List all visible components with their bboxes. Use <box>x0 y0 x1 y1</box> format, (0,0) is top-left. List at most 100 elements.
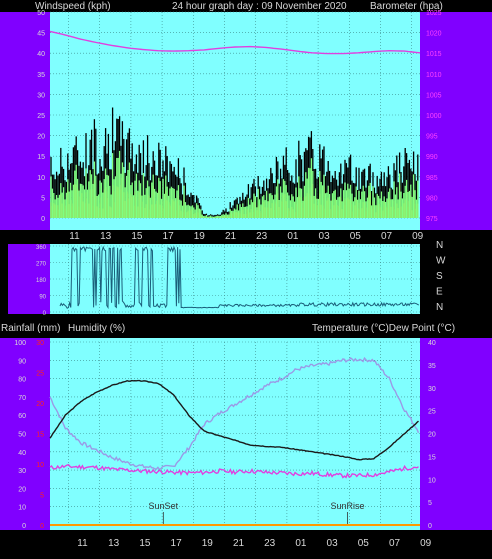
barometer-tick: 985 <box>426 175 438 182</box>
rainfall-tick: 25 <box>36 371 44 378</box>
temperature-tick: 10 <box>428 477 436 484</box>
direction-degree-axis: 0 90 180 270 360 <box>36 245 47 317</box>
temperature-time-tick: 11 <box>77 538 88 549</box>
wind-time-tick: 07 <box>381 231 393 242</box>
barometer-label: Barometer (hpa) <box>370 1 443 12</box>
direction-degree-tick: 180 <box>36 278 47 284</box>
temperature-time-tick: 23 <box>264 538 276 549</box>
wind-time-tick: 05 <box>350 231 362 242</box>
temperature-tick: 25 <box>428 409 436 416</box>
wind-average-series <box>50 150 419 218</box>
wind-time-tick: 03 <box>319 231 331 242</box>
rainfall-tick: 30 <box>36 340 44 347</box>
barometer-tick: 975 <box>426 216 438 223</box>
rainfall-tick: 5 <box>40 493 44 500</box>
barometer-tick: 1000 <box>426 113 442 120</box>
humidity-tick: 30 <box>18 468 26 475</box>
compass-label: E <box>436 287 443 298</box>
windspeed-tick: 0 <box>41 216 45 223</box>
graph-title: 24 hour graph day : 09 November 2020 <box>172 1 347 12</box>
humidity-left-axis-bar <box>0 338 50 530</box>
temperature-time-tick: 13 <box>108 538 120 549</box>
direction-degree-tick: 0 <box>43 311 47 317</box>
compass-label: N <box>436 302 443 313</box>
compass-label: N <box>436 240 443 251</box>
temperature-grid <box>50 341 420 526</box>
wind-time-tick: 15 <box>131 231 143 242</box>
windspeed-tick: 30 <box>37 92 45 99</box>
humidity-tick: 80 <box>18 377 26 384</box>
humidity-tick: 50 <box>18 432 26 439</box>
wind-left-axis-bar <box>0 12 50 230</box>
direction-degree-tick: 360 <box>36 245 47 251</box>
sun-annotations: SunSet SunRise <box>149 501 365 525</box>
windspeed-tick: 10 <box>37 175 45 182</box>
temperature-time-tick: 09 <box>420 538 432 549</box>
sun-marker-label: SunRise <box>331 501 365 511</box>
wind-time-tick: 19 <box>194 231 206 242</box>
wind-direction-series <box>59 245 420 310</box>
humidity-tick: 100 <box>14 340 26 347</box>
temperature-tick: 40 <box>428 340 436 347</box>
windspeed-tick: 35 <box>37 72 45 79</box>
temperature-time-tick: 01 <box>295 538 307 549</box>
dew-point-series <box>49 463 419 479</box>
windspeed-tick: 25 <box>37 113 45 120</box>
wind-time-axis: 11 13 15 17 19 21 23 01 03 05 07 09 <box>69 231 423 242</box>
barometer-tick: 1005 <box>426 92 442 99</box>
windspeed-label: Windspeed (kph) <box>35 1 111 12</box>
humidity-tick: 20 <box>18 486 26 493</box>
direction-degree-tick: 270 <box>36 262 47 268</box>
wind-time-tick: 21 <box>225 231 237 242</box>
windspeed-tick: 40 <box>37 51 45 58</box>
humidity-tick: 10 <box>18 505 26 512</box>
temperature-plot-area <box>50 338 420 530</box>
temperature-time-axis: 11 13 15 17 19 21 23 01 03 05 07 09 <box>77 538 431 549</box>
humidity-label: Humidity (%) <box>68 323 125 334</box>
windspeed-tick: 20 <box>37 134 45 141</box>
rainfall-tick: 10 <box>36 462 44 469</box>
barometer-tick: 1020 <box>426 31 442 38</box>
temperature-time-tick: 17 <box>171 538 183 549</box>
temperature-time-tick: 19 <box>202 538 214 549</box>
temperature-dewpoint-label: Temperature (°C)Dew Point (°C) <box>312 323 455 334</box>
temperature-right-axis-bar <box>420 338 492 530</box>
humidity-axis: 0 10 20 30 40 50 60 70 80 90 100 <box>14 340 26 530</box>
barometer-tick: 1025 <box>426 10 442 17</box>
temperature-tick: 15 <box>428 454 436 461</box>
temperature-tick: 30 <box>428 386 436 393</box>
barometer-series <box>49 30 421 55</box>
humidity-tick: 90 <box>18 358 26 365</box>
windspeed-tick: 15 <box>37 154 45 161</box>
barometer-tick: 1010 <box>426 72 442 79</box>
humidity-series <box>49 356 420 471</box>
temperature-tick: 35 <box>428 363 436 370</box>
compass-label: W <box>436 256 446 267</box>
temperature-series <box>49 379 419 461</box>
windspeed-tick: 45 <box>37 31 45 38</box>
wind-time-tick: 01 <box>287 231 299 242</box>
rainfall-axis: 0 5 10 15 20 25 30 <box>36 340 44 530</box>
temperature-time-tick: 07 <box>389 538 401 549</box>
temperature-tick: 20 <box>428 432 436 439</box>
barometer-axis: 975 980 985 990 995 1000 1005 1010 1015 1020 1025 <box>426 10 442 223</box>
wind-time-tick: 09 <box>412 231 424 242</box>
rainfall-tick: 15 <box>36 432 44 439</box>
barometer-tick: 980 <box>426 195 438 202</box>
sun-marker-label: SunSet <box>149 501 179 511</box>
barometer-tick: 995 <box>426 134 438 141</box>
windspeed-tick: 5 <box>41 195 45 202</box>
direction-degree-tick: 90 <box>39 295 46 301</box>
humidity-tick: 40 <box>18 450 26 457</box>
windspeed-axis: 0 5 10 15 20 25 30 35 40 45 50 <box>37 10 45 223</box>
baro-right-axis-bar <box>420 12 492 230</box>
rainfall-label: Rainfall (mm) <box>1 323 60 334</box>
temperature-time-tick: 15 <box>139 538 151 549</box>
temperature-tick: 0 <box>428 523 432 530</box>
wind-time-tick: 17 <box>163 231 175 242</box>
temperature-time-tick: 05 <box>358 538 370 549</box>
humidity-tick: 60 <box>18 413 26 420</box>
humidity-tick: 0 <box>22 523 26 530</box>
